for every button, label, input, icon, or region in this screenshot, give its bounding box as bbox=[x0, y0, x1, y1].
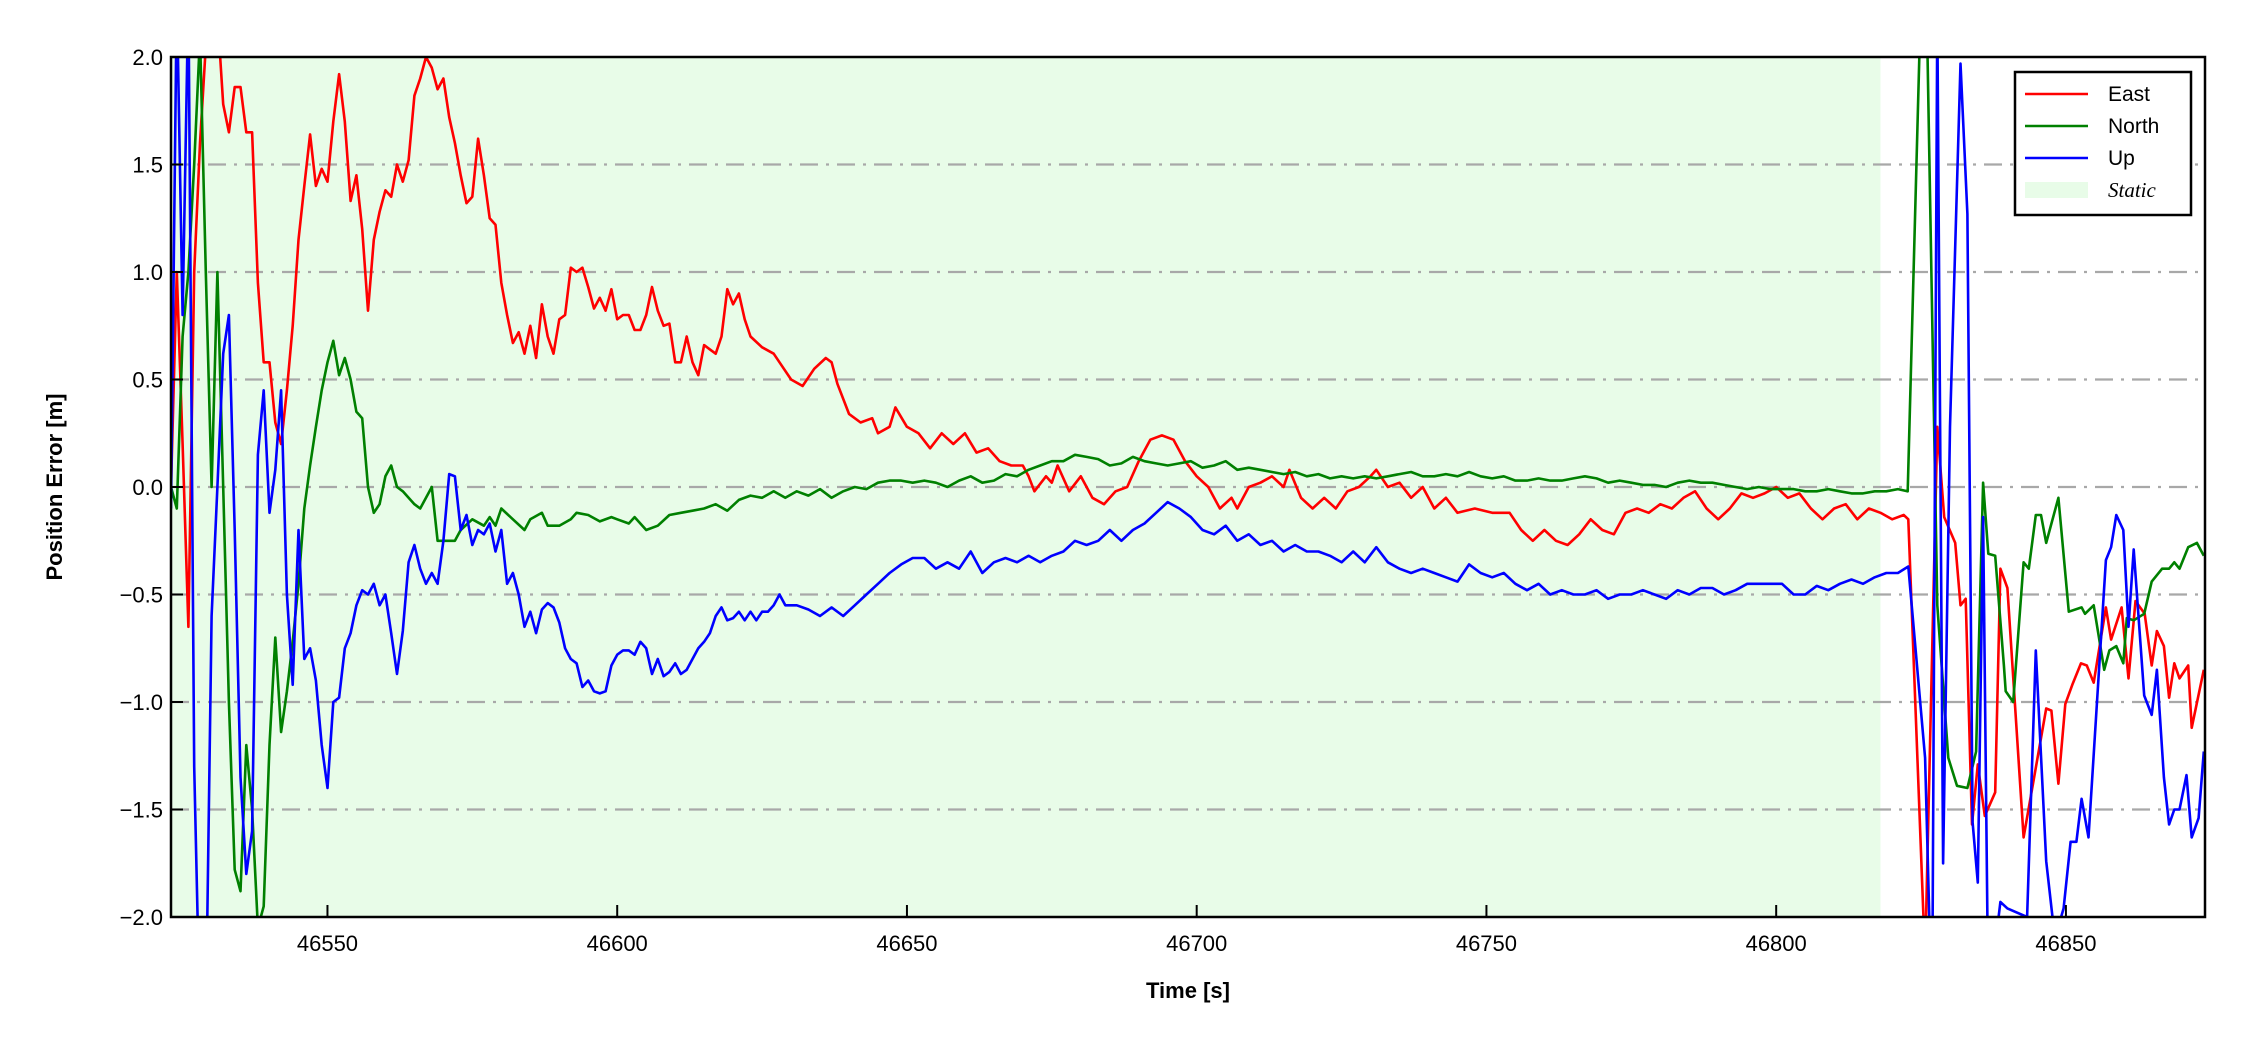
y-tick-label: 1.0 bbox=[132, 260, 163, 285]
x-tick-label: 46850 bbox=[2035, 931, 2096, 956]
y-tick-label: −2.0 bbox=[120, 905, 163, 930]
series-line-east bbox=[171, 57, 2205, 917]
x-tick-label: 46700 bbox=[1166, 931, 1227, 956]
axis-ticks: −2.0 −1.5 −1.0 −0.5 0.0 0.5 1.0 1.5 2.0 46550 4660… bbox=[120, 45, 2097, 956]
y-tick-label: 1.5 bbox=[132, 153, 163, 178]
x-tick-label: 46750 bbox=[1456, 931, 1517, 956]
y-tick-label: −1.0 bbox=[120, 690, 163, 715]
x-tick-label: 46550 bbox=[297, 931, 358, 956]
x-tick-label: 46800 bbox=[1746, 931, 1807, 956]
series-lines bbox=[171, 57, 2205, 917]
legend-label-static: Static bbox=[2108, 178, 2157, 202]
legend-label-east: East bbox=[2108, 83, 2150, 106]
grid-lines bbox=[171, 163, 2205, 811]
series-line-up bbox=[171, 57, 2205, 917]
y-tick-label: 0.5 bbox=[132, 368, 163, 393]
y-tick-label: −0.5 bbox=[120, 583, 163, 608]
x-tick-label: 46600 bbox=[587, 931, 648, 956]
legend-label-north: North bbox=[2108, 115, 2159, 138]
y-tick-label: −1.5 bbox=[120, 798, 163, 823]
y-tick-label: 2.0 bbox=[132, 45, 163, 70]
x-axis-label: Time [s] bbox=[1146, 978, 1230, 1003]
legend-label-up: Up bbox=[2108, 147, 2135, 170]
y-axis-label: Position Error [m] bbox=[42, 393, 67, 580]
x-tick-label: 46650 bbox=[876, 931, 937, 956]
series-line-north bbox=[171, 57, 2205, 917]
legend-swatch-static bbox=[2025, 182, 2088, 198]
y-tick-label: 0.0 bbox=[132, 475, 163, 500]
legend: East North Up Static bbox=[2013, 70, 2193, 217]
